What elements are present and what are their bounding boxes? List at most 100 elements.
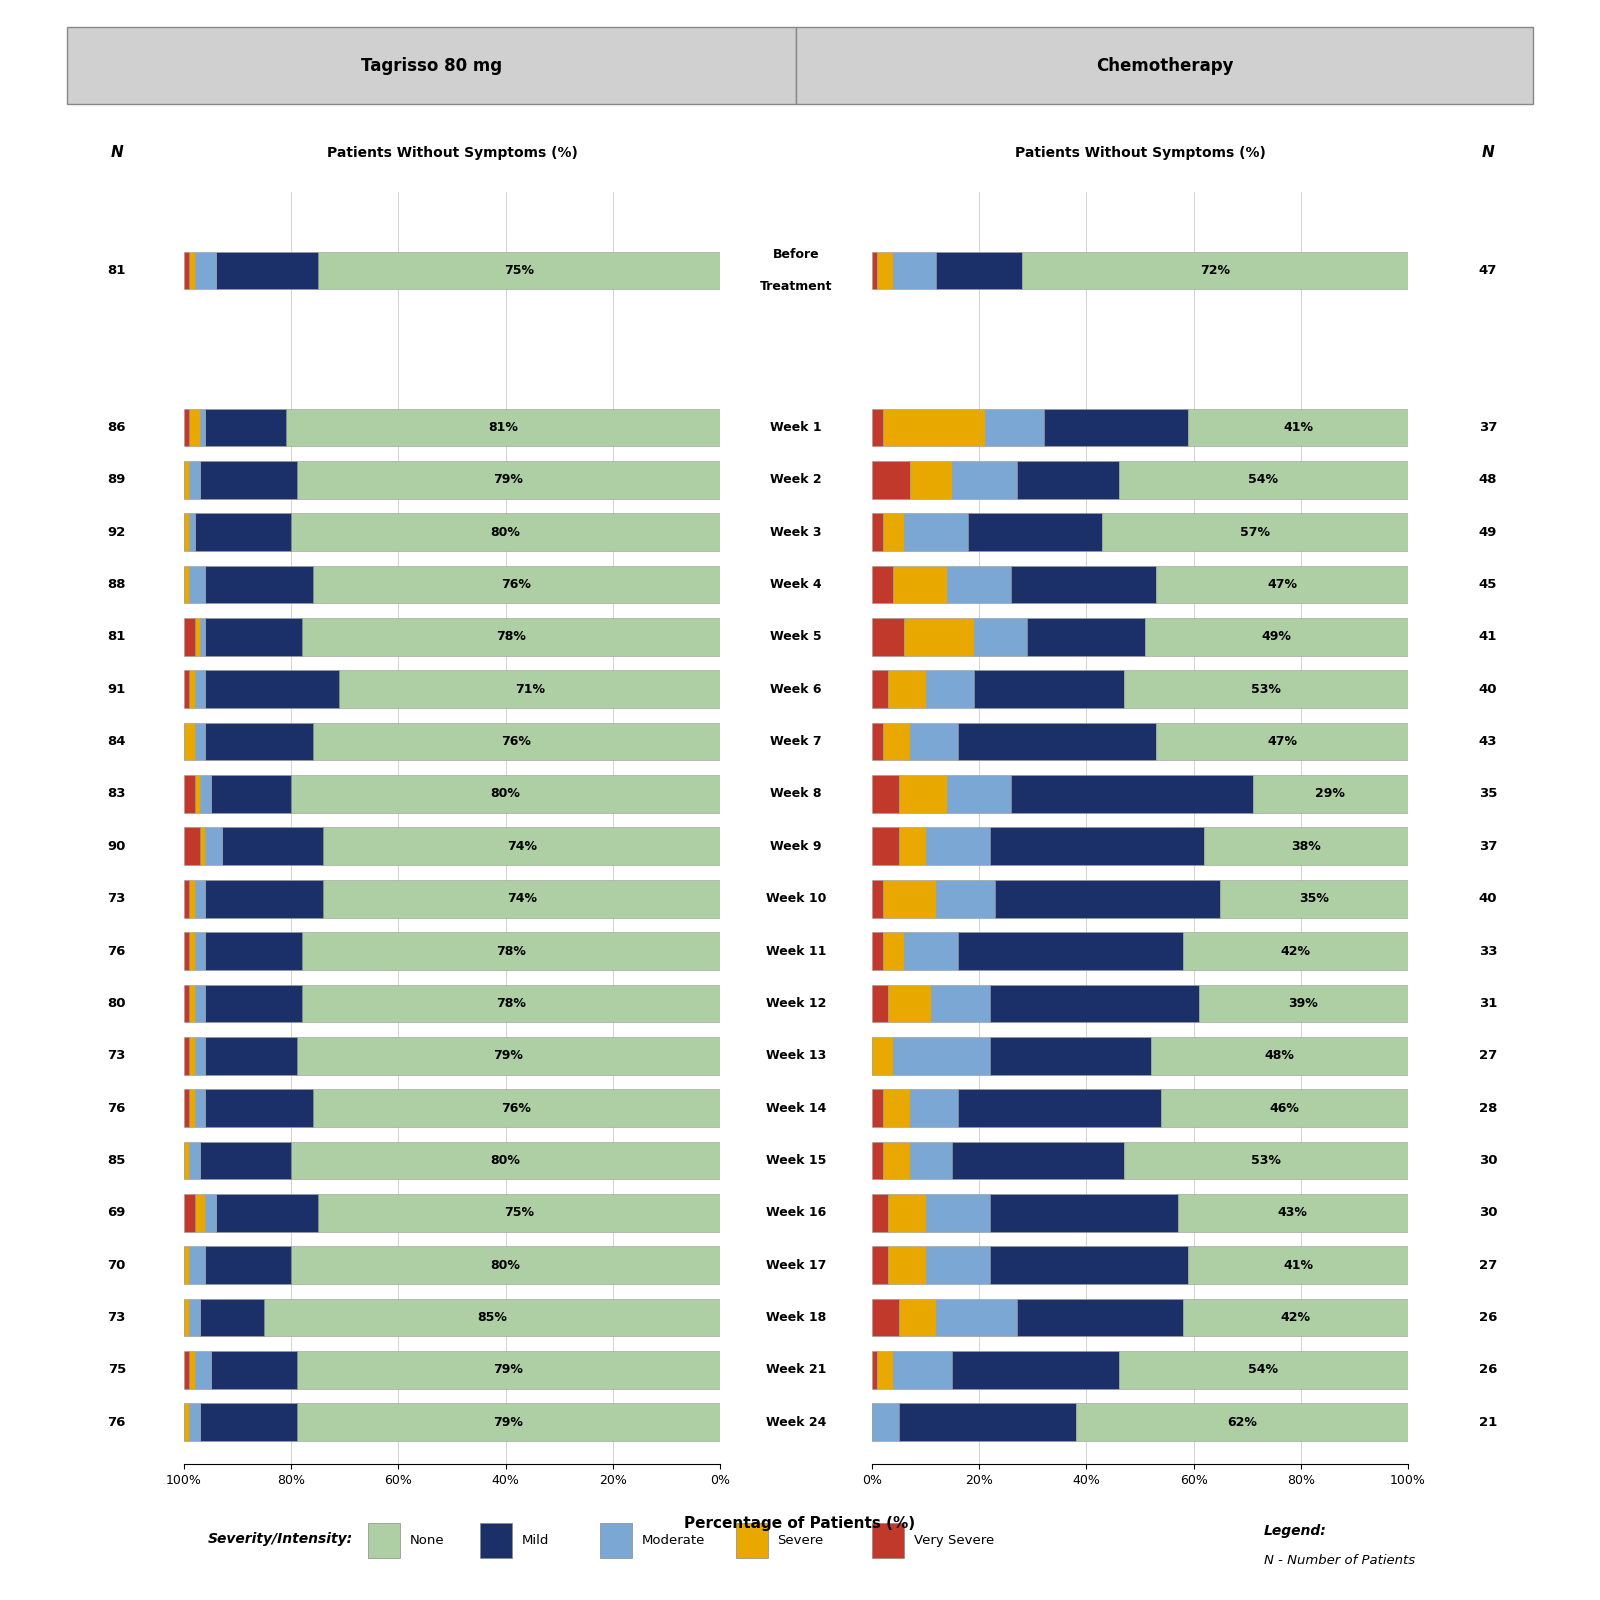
Text: Week 17: Week 17 xyxy=(766,1259,826,1272)
Bar xyxy=(909,461,952,499)
Text: 79%: 79% xyxy=(493,1050,523,1062)
Text: 78%: 78% xyxy=(496,630,526,643)
Bar xyxy=(302,984,720,1022)
Text: 76%: 76% xyxy=(501,1101,531,1115)
Text: Week 6: Week 6 xyxy=(770,683,822,696)
Bar xyxy=(184,251,189,290)
Bar xyxy=(296,1350,720,1389)
Bar xyxy=(184,1037,189,1075)
Bar xyxy=(893,566,947,603)
Bar xyxy=(936,1299,1016,1336)
Text: 80%: 80% xyxy=(491,787,520,800)
Text: 43: 43 xyxy=(1478,734,1498,749)
Bar xyxy=(904,618,974,656)
Bar xyxy=(926,1246,990,1283)
Text: N: N xyxy=(1482,146,1494,160)
Bar xyxy=(184,1090,189,1126)
Text: 81: 81 xyxy=(107,630,126,643)
Text: Treatment: Treatment xyxy=(760,280,832,293)
Text: 62%: 62% xyxy=(1227,1416,1256,1429)
Text: 31: 31 xyxy=(1478,997,1498,1010)
Bar xyxy=(205,984,302,1022)
Bar xyxy=(195,1194,205,1232)
Bar xyxy=(872,566,893,603)
Bar xyxy=(990,984,1198,1022)
Bar xyxy=(189,1350,195,1389)
Text: 40: 40 xyxy=(1478,683,1498,696)
Bar xyxy=(1027,618,1146,656)
Bar xyxy=(189,1090,195,1126)
Text: Week 9: Week 9 xyxy=(770,840,822,853)
Text: 79%: 79% xyxy=(493,1416,523,1429)
Bar xyxy=(1198,984,1408,1022)
Bar xyxy=(1150,1037,1408,1075)
Bar xyxy=(888,1194,926,1232)
Bar xyxy=(195,514,291,550)
Bar xyxy=(184,461,189,499)
Bar xyxy=(872,933,883,970)
Bar xyxy=(872,670,888,709)
Text: 35%: 35% xyxy=(1299,893,1330,906)
Bar xyxy=(904,514,968,550)
Bar xyxy=(296,461,720,499)
Bar xyxy=(184,880,189,917)
Bar xyxy=(872,1090,883,1126)
Text: 48%: 48% xyxy=(1264,1050,1294,1062)
Text: Mild: Mild xyxy=(522,1534,549,1547)
Bar xyxy=(990,1246,1189,1283)
Bar xyxy=(958,933,1182,970)
Bar xyxy=(872,1350,877,1389)
Text: Percentage of Patients (%): Percentage of Patients (%) xyxy=(685,1515,915,1531)
Text: 33: 33 xyxy=(1478,944,1498,957)
Bar xyxy=(947,566,1011,603)
Text: 76: 76 xyxy=(107,1101,126,1115)
Bar xyxy=(205,618,302,656)
Bar xyxy=(205,1090,312,1126)
Text: Legend:: Legend: xyxy=(1264,1525,1326,1538)
Text: N: N xyxy=(110,146,123,160)
Bar xyxy=(216,1194,318,1232)
Text: 81: 81 xyxy=(107,264,126,277)
Bar xyxy=(958,723,1157,760)
Text: 73: 73 xyxy=(107,1310,126,1323)
Text: Severity/Intensity:: Severity/Intensity: xyxy=(208,1533,352,1546)
Bar xyxy=(909,723,958,760)
Bar xyxy=(872,1194,888,1232)
Text: 92: 92 xyxy=(107,526,126,539)
Bar xyxy=(189,880,195,917)
Bar xyxy=(189,1403,200,1442)
Text: Severe: Severe xyxy=(778,1534,824,1547)
Text: 72%: 72% xyxy=(1200,264,1230,277)
Bar xyxy=(893,251,936,290)
Text: 42%: 42% xyxy=(1280,944,1310,957)
Text: 80%: 80% xyxy=(491,1154,520,1166)
Bar xyxy=(984,408,1043,446)
Bar xyxy=(883,1090,909,1126)
Text: 28: 28 xyxy=(1478,1101,1498,1115)
Text: 49%: 49% xyxy=(1262,630,1291,643)
Bar xyxy=(909,1090,958,1126)
Bar xyxy=(211,1350,296,1389)
Text: Week 3: Week 3 xyxy=(770,526,822,539)
Bar xyxy=(184,827,200,866)
Text: 45: 45 xyxy=(1478,578,1498,590)
Text: 26: 26 xyxy=(1478,1310,1498,1323)
Bar xyxy=(189,1037,195,1075)
Bar xyxy=(296,1403,720,1442)
Bar xyxy=(195,1037,205,1075)
Text: 47: 47 xyxy=(1478,264,1498,277)
Text: 54%: 54% xyxy=(1248,474,1278,486)
Bar xyxy=(872,723,883,760)
Text: 30: 30 xyxy=(1478,1206,1498,1219)
Bar xyxy=(899,1299,936,1336)
Bar xyxy=(205,1037,296,1075)
Bar xyxy=(189,670,195,709)
Text: 70: 70 xyxy=(107,1259,126,1272)
Text: 71%: 71% xyxy=(515,683,544,696)
Text: 76%: 76% xyxy=(501,734,531,749)
Bar xyxy=(200,1141,291,1179)
Bar xyxy=(205,827,221,866)
Bar xyxy=(1022,251,1408,290)
Bar xyxy=(195,670,205,709)
Text: 75%: 75% xyxy=(504,1206,534,1219)
